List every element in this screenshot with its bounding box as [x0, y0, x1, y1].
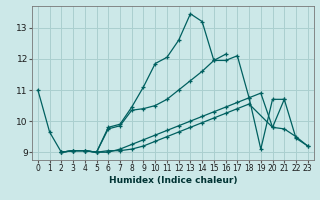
X-axis label: Humidex (Indice chaleur): Humidex (Indice chaleur) [108, 176, 237, 185]
